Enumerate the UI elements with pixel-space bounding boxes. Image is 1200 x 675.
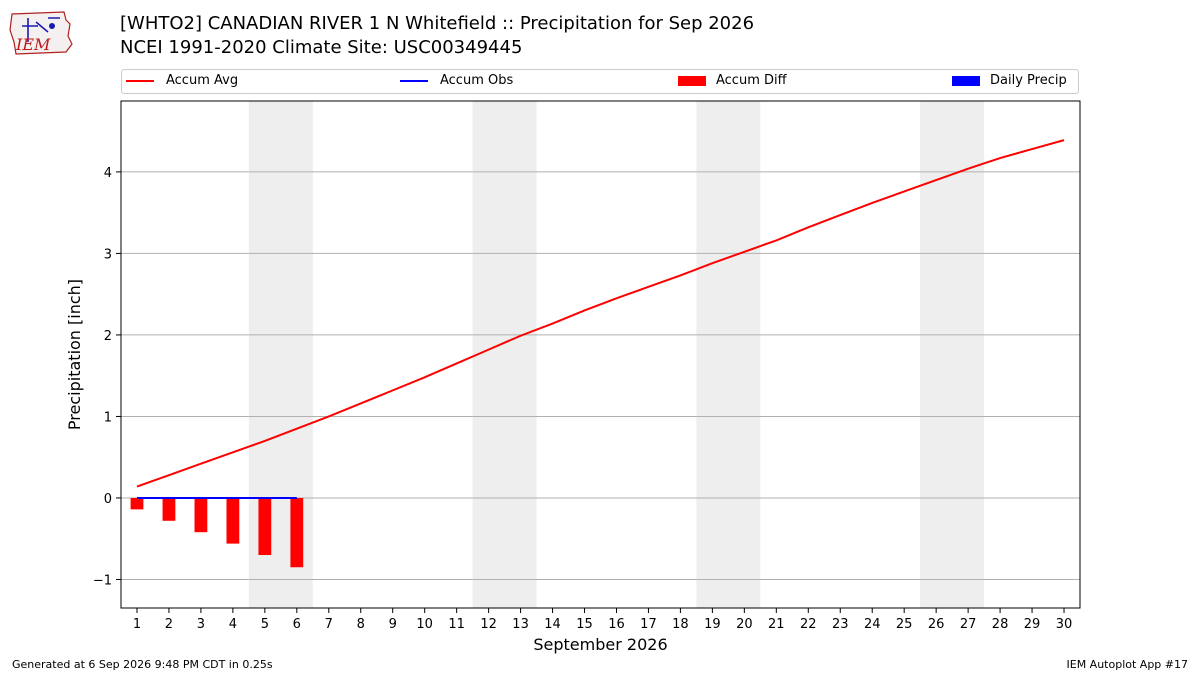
x-tick-label: 24	[864, 617, 881, 632]
x-tick-label: 21	[768, 617, 785, 632]
x-tick-label: 12	[480, 617, 497, 632]
legend-swatch-accum-avg	[126, 79, 154, 82]
y-tick-label: 0	[104, 492, 112, 507]
y-tick-label: 4	[104, 166, 112, 181]
accum-diff-bar	[130, 497, 144, 510]
plot-frame	[120, 100, 1081, 609]
footer-app: IEM Autoplot App #17	[1066, 658, 1189, 671]
x-tick-label: 15	[576, 617, 593, 632]
accum-diff-bar	[290, 497, 304, 568]
y-tick-label: 1	[104, 410, 112, 425]
x-tick-label: 8	[357, 617, 365, 632]
x-tick-label: 3	[197, 617, 205, 632]
legend-swatch-accum-obs	[400, 79, 428, 82]
accum-diff-bar	[258, 497, 272, 556]
x-tick-label: 7	[325, 617, 333, 632]
x-axis-label: September 2026	[533, 635, 667, 654]
x-tick-label: 9	[389, 617, 397, 632]
legend-item-accum-obs: Accum Obs	[400, 73, 513, 88]
x-tick-label: 10	[416, 617, 433, 632]
x-tick-label: 1	[133, 617, 141, 632]
legend-item-daily-precip: Daily Precip	[952, 73, 1067, 88]
weekend-band	[696, 101, 761, 608]
x-tick-label: 29	[1024, 617, 1041, 632]
series-lines	[136, 139, 1065, 499]
footer-generated: Generated at 6 Sep 2026 9:48 PM CDT in 0…	[12, 658, 273, 671]
x-tick-label: 2	[165, 617, 173, 632]
legend-label-daily-precip: Daily Precip	[990, 73, 1067, 88]
x-tick-label: 26	[928, 617, 945, 632]
x-tick-label: 27	[960, 617, 977, 632]
legend-item-accum-avg: Accum Avg	[126, 73, 238, 88]
accum-diff-bar	[162, 497, 176, 521]
accum-diff-bar	[194, 497, 208, 533]
x-tick-label: 30	[1056, 617, 1073, 632]
x-tick-label: 13	[512, 617, 529, 632]
x-tick-label: 20	[736, 617, 753, 632]
y-axis-ticks: −1 0 1 2 3 4	[93, 166, 121, 588]
x-tick-label: 22	[800, 617, 817, 632]
y-tick-label: 2	[104, 329, 112, 344]
y-tick-label: −1	[93, 573, 112, 588]
legend-swatch-accum-diff	[678, 75, 706, 86]
y-tick-label: 3	[104, 247, 112, 262]
x-tick-label: 14	[544, 617, 561, 632]
legend-label-accum-diff: Accum Diff	[716, 73, 787, 88]
legend-item-accum-diff: Accum Diff	[678, 73, 787, 88]
x-tick-label: 4	[229, 617, 237, 632]
x-tick-label: 17	[640, 617, 657, 632]
logo-text: IEM	[15, 35, 51, 54]
x-tick-label: 6	[293, 617, 301, 632]
x-tick-label: 25	[896, 617, 913, 632]
iem-logo: IEM	[9, 11, 73, 55]
accum-diff-bars	[130, 497, 304, 568]
weekend-bands	[248, 101, 985, 608]
x-axis-ticks: 1 2 3 4 5 6 7 8 9 10 11 12 13 14 15 16 17 18 19 20 21 22 23 24 2…	[133, 608, 1072, 632]
chart-subtitle: NCEI 1991-2020 Climate Site: USC00349445	[120, 37, 523, 58]
legend-label-accum-obs: Accum Obs	[440, 73, 514, 88]
x-tick-label: 16	[608, 617, 625, 632]
y-axis-label: Precipitation [inch]	[65, 279, 84, 430]
weekend-band	[920, 101, 985, 608]
weekend-band	[472, 101, 537, 608]
accum-diff-bar	[226, 497, 240, 544]
x-tick-label: 23	[832, 617, 849, 632]
accum-avg-line	[136, 139, 1065, 488]
x-tick-label: 5	[261, 617, 269, 632]
legend: Accum Avg Accum Obs Accum Diff Daily Pre…	[121, 69, 1079, 94]
legend-label-accum-avg: Accum Avg	[166, 73, 239, 88]
chart-title: [WHTO2] CANADIAN RIVER 1 N Whitefield ::…	[120, 13, 755, 34]
x-tick-label: 11	[448, 617, 465, 632]
x-tick-label: 19	[704, 617, 721, 632]
x-tick-label: 28	[992, 617, 1009, 632]
x-tick-label: 18	[672, 617, 689, 632]
legend-swatch-daily-precip	[952, 75, 980, 86]
